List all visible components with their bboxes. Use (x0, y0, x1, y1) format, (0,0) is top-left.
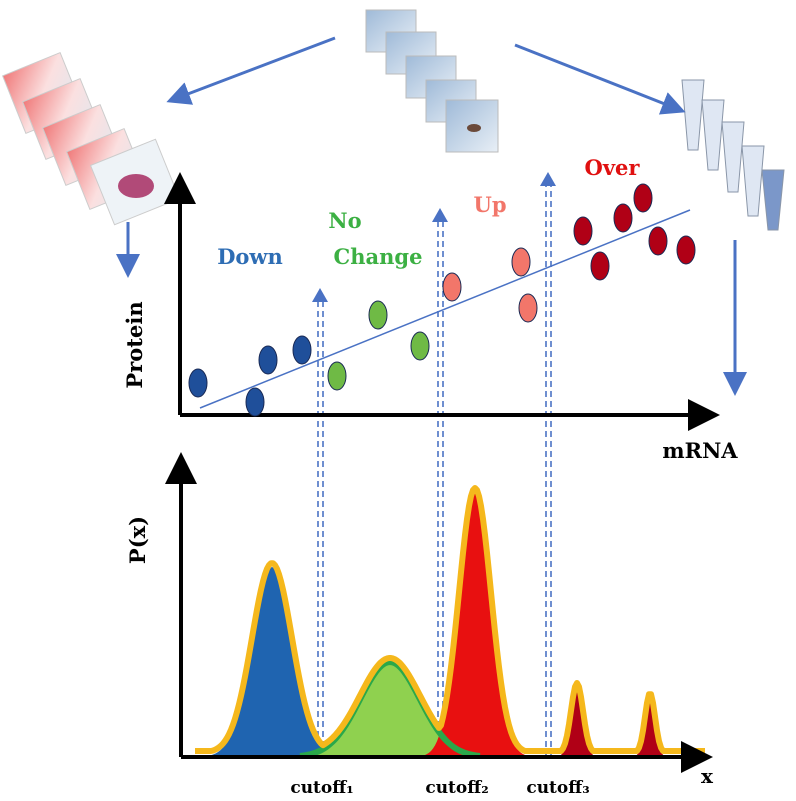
peak (553, 687, 601, 757)
y-axis-label: Protein (122, 301, 147, 388)
cutoff-label: cutoff₃ (526, 778, 589, 798)
label-up: Up (474, 192, 507, 217)
scatter-point (246, 388, 264, 416)
scatter-point (259, 346, 277, 374)
trend-line (200, 210, 690, 408)
sample-images (3, 10, 784, 230)
cutoff-label: cutoff₁ (290, 778, 353, 798)
tissue-blocks (366, 10, 498, 152)
label-no-change: No (328, 208, 361, 233)
x-axis-label: mRNA (662, 438, 738, 463)
scatter-point (634, 184, 652, 212)
label-down: Down (217, 244, 283, 269)
scatter-point (369, 301, 387, 329)
figure: Down No Change Up Over Protein mRNA P(x)… (0, 0, 796, 801)
scatter-point (411, 332, 429, 360)
scatter-point (189, 369, 207, 397)
y-axis-label: P(x) (125, 516, 150, 564)
scatter-point (519, 294, 537, 322)
cutoff-label: cutoff₂ (425, 778, 488, 798)
tubes (682, 80, 784, 230)
scatter-point (574, 217, 592, 245)
scatter-point (677, 236, 695, 264)
x-axis-label: x (701, 764, 714, 788)
scatter-point (649, 227, 667, 255)
distribution (192, 488, 705, 757)
scatter-point (512, 248, 530, 276)
scatter-point (614, 204, 632, 232)
label-over: Over (585, 155, 641, 180)
slides (3, 53, 180, 225)
scatter-point (443, 273, 461, 301)
scatter-point (591, 252, 609, 280)
scatter-point (293, 336, 311, 364)
peak (192, 567, 352, 757)
scatter-point (328, 362, 346, 390)
label-no-change: Change (334, 244, 423, 269)
